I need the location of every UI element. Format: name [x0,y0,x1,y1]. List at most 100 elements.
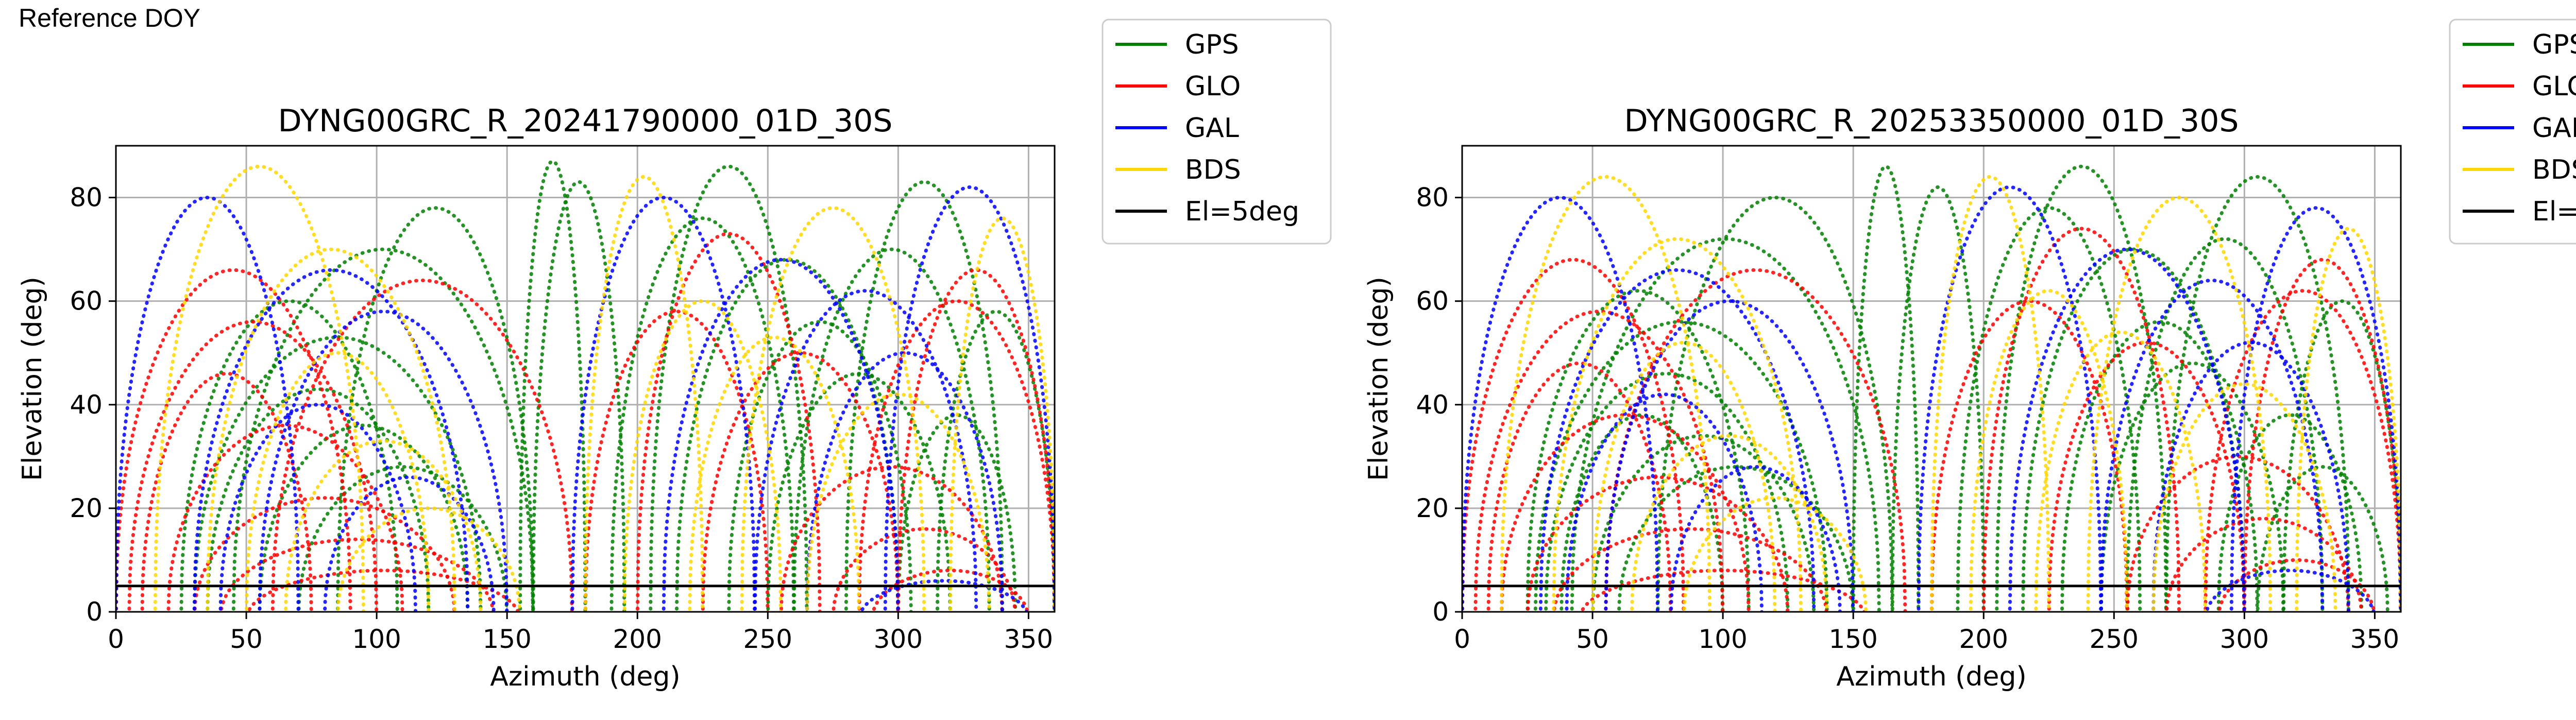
legend-label-gps: GPS [2532,29,2576,60]
track-gal-0 [1462,196,1659,612]
track-gps-8 [1851,164,1921,612]
chart-panel-left: 0 50 100 150 200 250 300 350 0 20 40 60 80 DYNG00GRC_… [17,19,1332,692]
track-gps-16 [896,413,1018,612]
chart-title: DYNG00GRC_R_20253350000_01D_30S [1624,103,2239,139]
track-glo-8 [1929,299,2129,612]
y-tick-label: 60 [70,286,103,316]
track-gps-9 [609,216,796,612]
x-tick-label: 350 [2350,624,2399,654]
x-axis-label: Azimuth (deg) [490,661,680,692]
track-gps-2 [206,387,431,612]
y-axis-label: Elevation (deg) [17,277,48,481]
track-gps-15 [2125,237,2325,612]
track-gps-11 [1995,164,2168,612]
x-tick-label: 200 [1959,624,2008,654]
legend: GPS GLO GAL BDS El=5deg [2449,19,2576,245]
x-tick-label: 0 [108,624,124,654]
legend-box [2449,19,2576,245]
track-gps-11 [674,258,900,612]
track-gal-10 [2229,206,2401,612]
track-gal-6 [2008,247,2246,612]
legend-label-gal: GAL [2532,113,2576,144]
track-bds-3 [1630,434,1829,612]
track-bds-7 [688,335,861,612]
track-gal-4 [1669,465,1842,612]
track-gps-14 [792,247,991,612]
legend-label-glo: GLO [1185,71,1241,102]
track-bds-9 [2151,382,2337,612]
track-gps-6 [335,206,535,612]
y-tick-label: 80 [1416,183,1449,213]
track-bds-4 [336,506,522,612]
axes-frame [1461,145,2402,613]
legend: GPS GLO GAL BDS El=5deg [1101,19,1332,245]
track-bds-10 [948,216,1055,612]
track-glo-6 [246,569,520,612]
series-gal [116,185,1055,612]
track-glo-5 [1552,527,1828,612]
track-gal-7 [2099,278,2325,612]
track-glo-7 [270,278,574,612]
track-gal-7 [753,289,978,612]
track-glo-9 [1981,227,2181,612]
x-tick-label: 50 [1576,624,1609,654]
track-glo-5 [219,537,495,612]
track-bds-8 [2086,196,2273,612]
track-bds-1 [205,247,457,612]
track-gps-10 [649,164,809,612]
track-gal-8 [805,351,1004,612]
track-bds-7 [2034,330,2207,612]
chart-panel-right: 0 50 100 150 200 250 300 350 0 20 40 60 80 DYNG00GRC_… [1363,19,2576,692]
track-glo-7 [1604,268,1907,612]
track-bds-10 [2295,227,2401,612]
plot-area [116,159,1055,612]
track-gps-0 [1526,289,1751,612]
track-glo-12 [832,527,1017,612]
x-tick-label: 350 [1004,624,1053,654]
y-tick-label: 40 [1416,390,1449,420]
x-tick-label: 150 [1828,624,1877,654]
y-tick-label: 0 [1432,597,1449,627]
x-tick-label: 300 [2220,624,2269,654]
y-tick-label: 40 [70,390,103,420]
series-glo [116,232,1055,612]
track-glo-10 [701,351,900,612]
legend-box [1101,19,1332,245]
y-tick-label: 20 [1416,493,1449,523]
track-glo-10 [2047,340,2246,612]
x-tick-label: 250 [743,624,792,654]
plot-area [1462,164,2401,612]
legend-label-gal: GAL [1185,113,1239,144]
x-tick-label: 250 [2090,624,2139,654]
track-gps-9 [1890,185,1986,612]
track-gal-9 [859,579,1029,612]
track-glo-12 [2164,517,2363,612]
x-tick-label: 100 [352,624,401,654]
y-tick-label: 20 [70,493,103,523]
y-tick-label: 0 [86,597,103,627]
legend-label-el-5deg: El=5deg [2532,196,2576,227]
track-gal-8 [2151,340,2350,612]
x-axis-label: Azimuth (deg) [1836,661,2026,692]
track-gps-17 [935,310,1055,612]
series-gal [1462,185,2401,612]
x-tick-label: 100 [1698,624,1747,654]
track-gal-9 [2205,569,2376,612]
x-tick-label: 300 [874,624,923,654]
track-gps-4 [1570,237,1881,612]
track-glo-13 [2204,289,2401,612]
y-tick-label: 60 [1416,286,1449,316]
track-gal-10 [883,185,1055,612]
track-gps-16 [2164,175,2351,612]
legend-label-bds: BDS [1185,155,1241,185]
track-glo-1 [1473,310,1725,612]
track-glo-9 [635,232,822,612]
track-glo-3 [1500,413,1751,612]
track-bds-5 [1929,175,2051,612]
x-tick-label: 150 [482,624,531,654]
track-bds-6 [622,299,783,612]
track-glo-1 [127,320,379,612]
track-glo-4 [1526,475,1790,612]
track-gal-3 [258,310,509,612]
